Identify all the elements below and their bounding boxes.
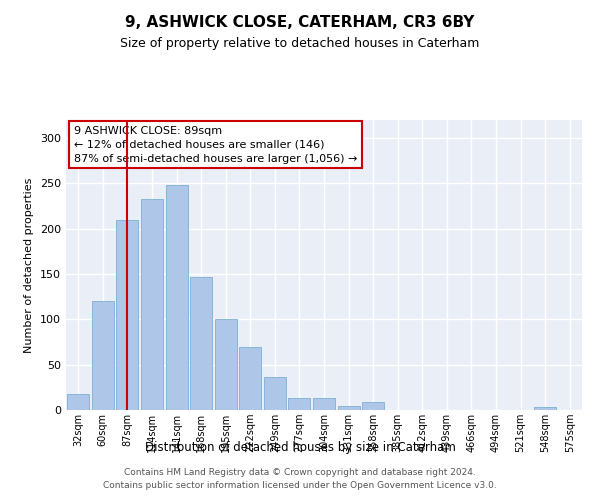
Bar bbox=[116, 220, 139, 410]
Bar bbox=[215, 320, 237, 410]
Bar bbox=[534, 408, 556, 410]
Text: Size of property relative to detached houses in Caterham: Size of property relative to detached ho… bbox=[121, 38, 479, 51]
Bar bbox=[166, 185, 188, 410]
Bar bbox=[92, 301, 114, 410]
Text: 9 ASHWICK CLOSE: 89sqm
← 12% of detached houses are smaller (146)
87% of semi-de: 9 ASHWICK CLOSE: 89sqm ← 12% of detached… bbox=[74, 126, 357, 164]
Text: Contains HM Land Registry data © Crown copyright and database right 2024.: Contains HM Land Registry data © Crown c… bbox=[124, 468, 476, 477]
Bar bbox=[289, 398, 310, 410]
Bar bbox=[141, 199, 163, 410]
Bar bbox=[67, 394, 89, 410]
Bar bbox=[338, 406, 359, 410]
Bar bbox=[190, 277, 212, 410]
Bar bbox=[239, 346, 262, 410]
Bar bbox=[362, 402, 384, 410]
Text: 9, ASHWICK CLOSE, CATERHAM, CR3 6BY: 9, ASHWICK CLOSE, CATERHAM, CR3 6BY bbox=[125, 15, 475, 30]
Text: Distribution of detached houses by size in Caterham: Distribution of detached houses by size … bbox=[145, 441, 455, 454]
Bar bbox=[313, 398, 335, 410]
Text: Contains public sector information licensed under the Open Government Licence v3: Contains public sector information licen… bbox=[103, 480, 497, 490]
Y-axis label: Number of detached properties: Number of detached properties bbox=[25, 178, 34, 352]
Bar bbox=[264, 378, 286, 410]
